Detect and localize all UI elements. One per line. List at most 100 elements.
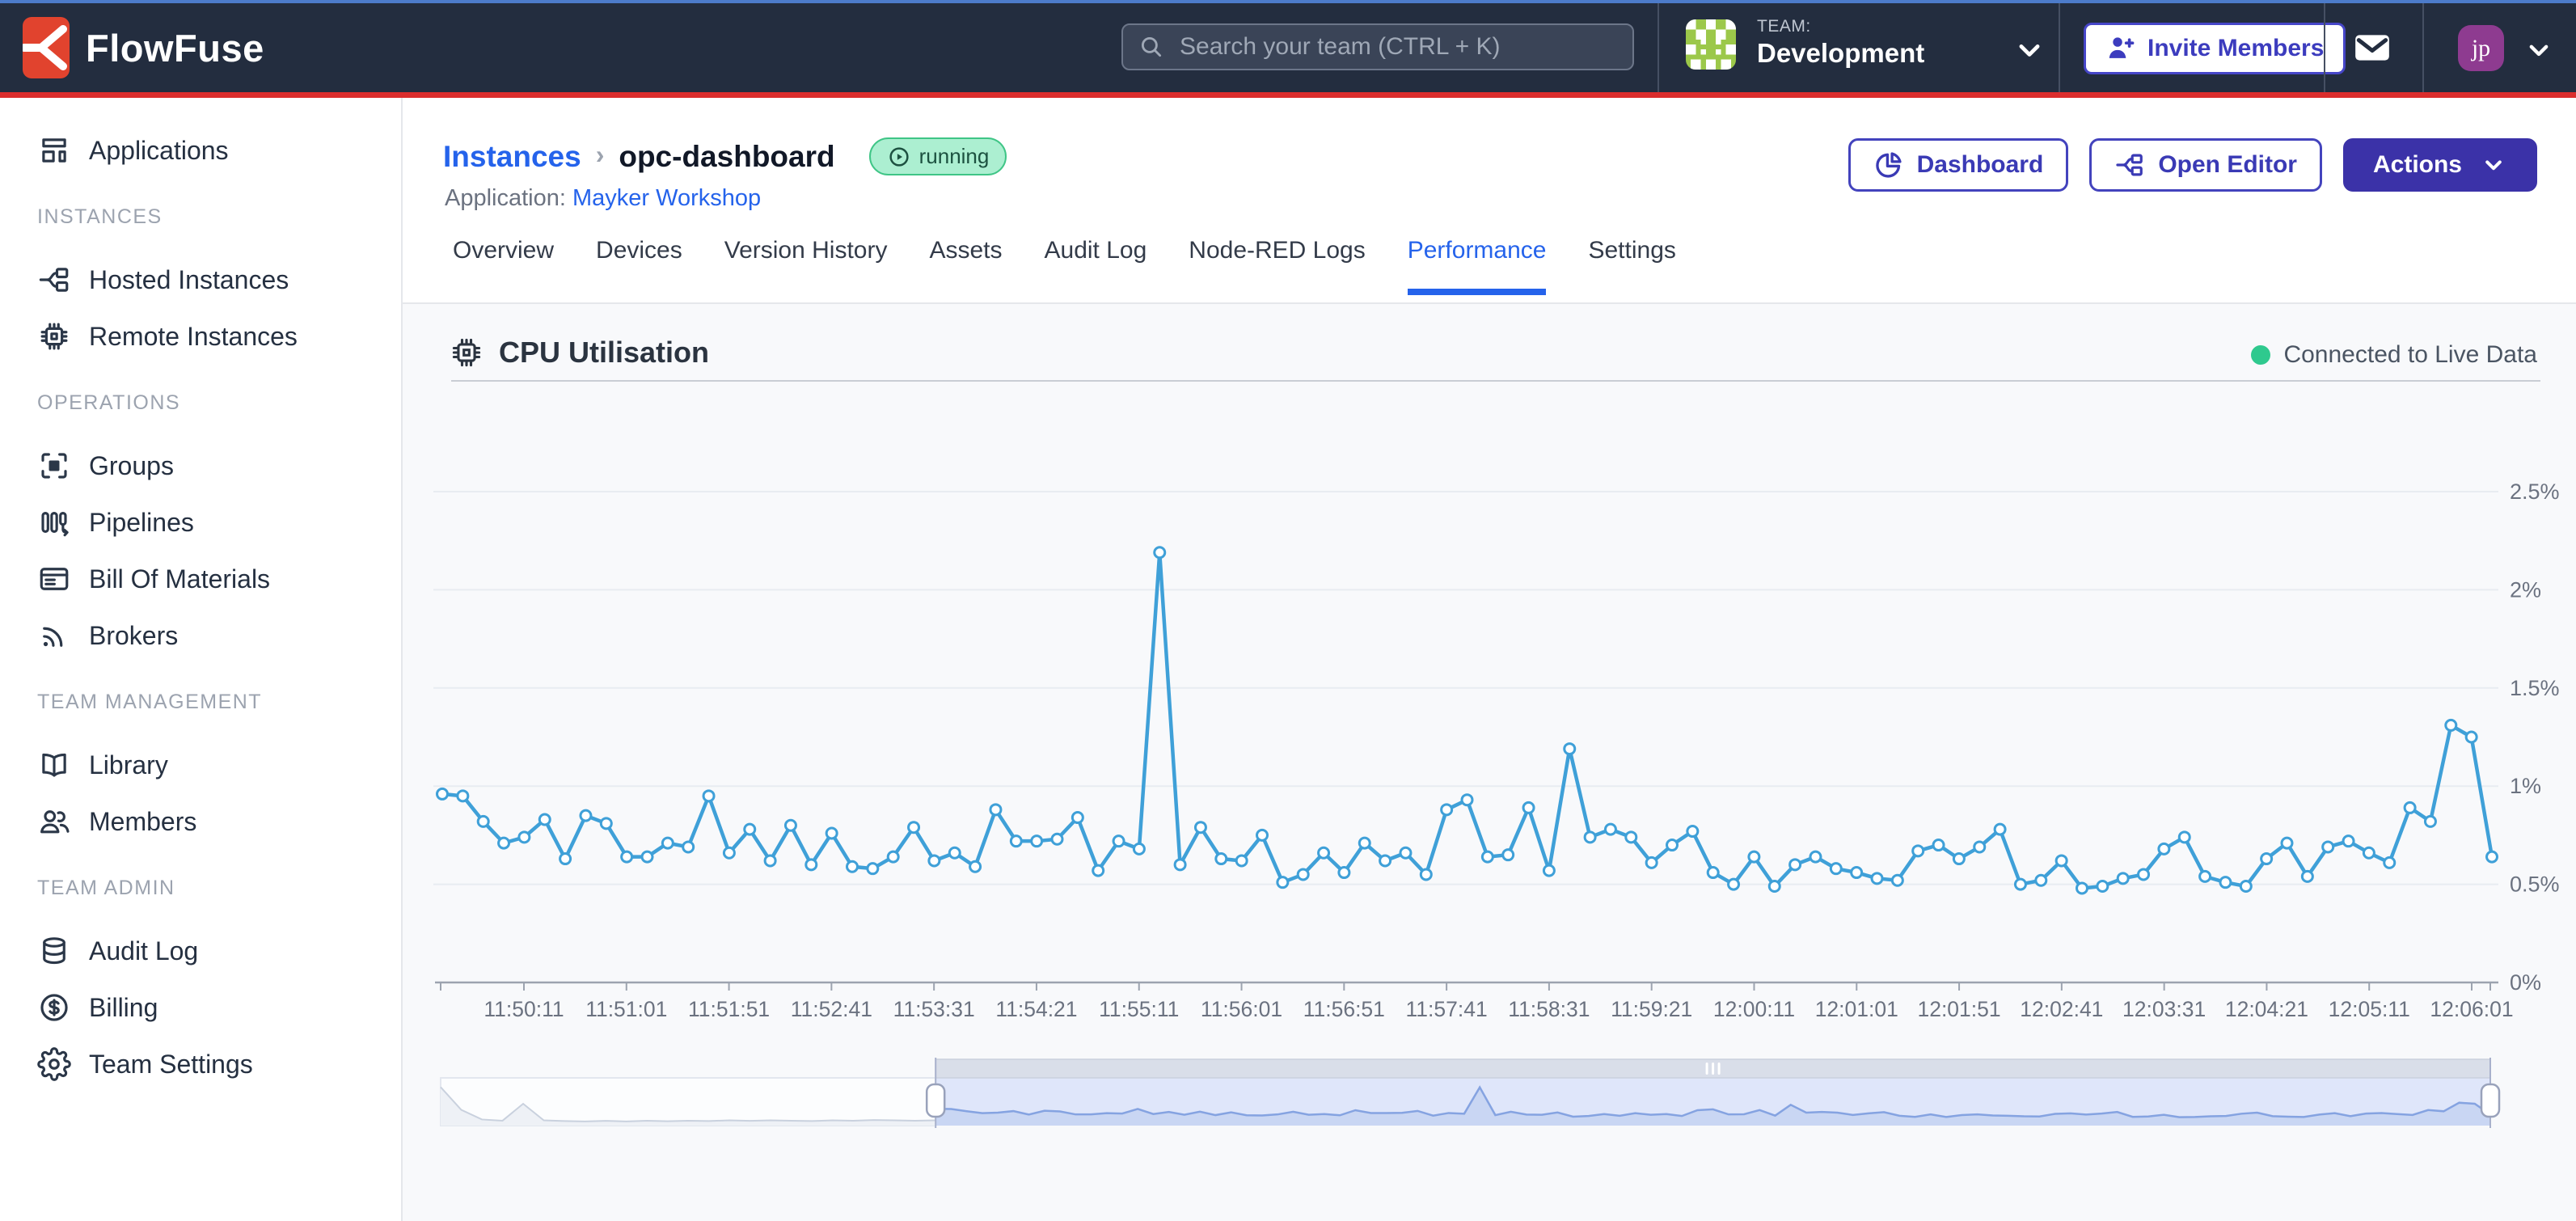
data-point[interactable] [1974, 842, 1985, 852]
data-point[interactable] [826, 828, 837, 839]
search-input[interactable] [1178, 32, 1618, 61]
data-point[interactable] [703, 791, 714, 801]
flowfuse-logo[interactable]: FlowFuse [23, 17, 264, 78]
data-point[interactable] [1831, 864, 1841, 874]
data-point[interactable] [1072, 813, 1083, 823]
data-point[interactable] [745, 824, 755, 834]
data-point[interactable] [478, 816, 488, 826]
data-point[interactable] [2384, 857, 2395, 868]
tab-version-history[interactable]: Version History [724, 237, 888, 295]
tab-performance[interactable]: Performance [1408, 237, 1547, 295]
data-point[interactable] [1032, 836, 1042, 847]
data-point[interactable] [2425, 816, 2435, 826]
data-point[interactable] [622, 851, 632, 862]
data-point[interactable] [2240, 881, 2251, 892]
data-point[interactable] [1195, 822, 1206, 833]
brush-handle-right[interactable] [2481, 1084, 2499, 1117]
data-point[interactable] [519, 832, 530, 843]
data-point[interactable] [662, 838, 673, 848]
data-point[interactable] [1523, 802, 1534, 813]
data-point[interactable] [1093, 865, 1104, 876]
data-point[interactable] [806, 860, 817, 870]
data-point[interactable] [1052, 834, 1062, 844]
data-point[interactable] [1852, 868, 1862, 878]
open-editor-button[interactable]: Open Editor [2089, 138, 2322, 192]
data-point[interactable] [847, 861, 858, 872]
data-point[interactable] [785, 820, 796, 830]
data-point[interactable] [1626, 832, 1636, 843]
tab-settings[interactable]: Settings [1588, 237, 1675, 295]
data-point[interactable] [1995, 824, 2005, 834]
tab-overview[interactable]: Overview [453, 237, 554, 295]
data-point[interactable] [2097, 881, 2108, 892]
sidebar-item-brokers[interactable]: Brokers [0, 607, 401, 664]
data-point[interactable] [1400, 847, 1411, 858]
data-point[interactable] [2302, 871, 2312, 881]
data-point[interactable] [1543, 865, 1554, 876]
data-point[interactable] [1236, 856, 1247, 866]
dashboard-button[interactable]: Dashboard [1848, 138, 2069, 192]
sidebar-item-bill-of-materials[interactable]: Bill Of Materials [0, 551, 401, 607]
tab-node-red-logs[interactable]: Node-RED Logs [1189, 237, 1365, 295]
data-point[interactable] [1482, 851, 1493, 862]
data-point[interactable] [1933, 840, 1944, 851]
data-point[interactable] [2282, 838, 2292, 848]
data-point[interactable] [2159, 843, 2169, 854]
data-point[interactable] [2077, 883, 2088, 894]
data-point[interactable] [1565, 744, 1575, 754]
data-point[interactable] [1872, 873, 1882, 884]
data-point[interactable] [1667, 840, 1678, 851]
data-point[interactable] [683, 842, 694, 852]
data-point[interactable] [1605, 824, 1615, 834]
tab-audit-log[interactable]: Audit Log [1045, 237, 1147, 295]
data-point[interactable] [949, 847, 960, 858]
data-point[interactable] [2179, 832, 2190, 843]
data-point[interactable] [1319, 847, 1329, 858]
data-point[interactable] [437, 788, 448, 799]
data-point[interactable] [539, 814, 550, 825]
data-point[interactable] [970, 861, 981, 872]
user-avatar[interactable]: jp [2458, 25, 2504, 71]
data-point[interactable] [990, 805, 1001, 815]
data-point[interactable] [1134, 843, 1144, 854]
team-chevron-down-icon[interactable] [2012, 32, 2047, 68]
data-point[interactable] [499, 838, 509, 848]
data-point[interactable] [909, 822, 919, 833]
data-point[interactable] [2056, 856, 2067, 866]
data-point[interactable] [1810, 851, 1821, 862]
data-point[interactable] [765, 856, 775, 866]
data-point[interactable] [458, 791, 468, 801]
data-point[interactable] [1687, 826, 1698, 837]
data-point[interactable] [1442, 805, 1452, 815]
tab-assets[interactable]: Assets [929, 237, 1002, 295]
data-point[interactable] [1892, 875, 1902, 885]
sidebar-item-remote-instances[interactable]: Remote Instances [0, 308, 401, 365]
data-point[interactable] [1913, 846, 1924, 856]
data-point[interactable] [1175, 860, 1185, 870]
data-point[interactable] [2139, 869, 2149, 880]
team-selector[interactable]: TEAM: Development [1686, 16, 1924, 70]
data-point[interactable] [2220, 877, 2231, 888]
brush-handle-left[interactable] [927, 1084, 944, 1117]
breadcrumb-instances-link[interactable]: Instances [443, 140, 581, 174]
data-point[interactable] [888, 851, 898, 862]
data-point[interactable] [1790, 860, 1801, 870]
data-point[interactable] [2363, 847, 2374, 858]
data-point[interactable] [1953, 854, 1964, 864]
application-link[interactable]: Mayker Workshop [572, 185, 761, 211]
data-point[interactable] [929, 856, 940, 866]
data-point[interactable] [1708, 868, 1718, 878]
data-point[interactable] [642, 851, 652, 862]
team-search-box[interactable] [1121, 23, 1634, 70]
notifications-mail-icon[interactable] [2351, 27, 2393, 68]
data-point[interactable] [1155, 547, 1165, 558]
sidebar-item-team-settings[interactable]: Team Settings [0, 1036, 401, 1092]
data-point[interactable] [1749, 851, 1759, 862]
data-point[interactable] [1011, 836, 1021, 847]
data-point[interactable] [2036, 875, 2046, 885]
data-point[interactable] [2487, 851, 2498, 862]
data-point[interactable] [1462, 795, 1472, 805]
data-point[interactable] [1216, 854, 1227, 864]
actions-button[interactable]: Actions [2343, 138, 2537, 192]
data-point[interactable] [1585, 832, 1595, 843]
